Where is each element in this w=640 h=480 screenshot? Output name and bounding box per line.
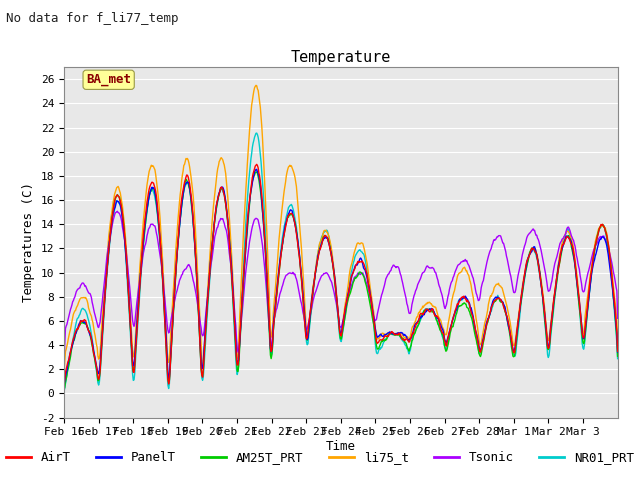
li75_t	[399, 332, 406, 338]
NR01_PRT	[399, 337, 406, 343]
PanelT	[614, 349, 621, 355]
X-axis label: Time: Time	[326, 440, 356, 453]
AM25T_PRT	[125, 298, 132, 303]
Y-axis label: Temperatures (C): Temperatures (C)	[22, 182, 35, 302]
PanelT	[255, 173, 262, 179]
Tsonic	[228, 268, 236, 274]
PanelT	[276, 258, 284, 264]
PanelT	[125, 296, 132, 302]
li75_t	[60, 370, 68, 376]
NR01_PRT	[227, 262, 235, 267]
NR01_PRT	[255, 139, 262, 144]
li75_t	[227, 237, 235, 243]
Tsonic	[126, 284, 134, 290]
AM25T_PRT	[614, 353, 621, 359]
Tsonic	[276, 291, 284, 297]
AM25T_PRT	[227, 255, 235, 261]
PanelT	[429, 308, 437, 314]
AM25T_PRT	[399, 336, 406, 341]
li75_t	[614, 340, 621, 346]
AirT	[125, 298, 132, 303]
li75_t	[255, 93, 262, 99]
AM25T_PRT	[60, 387, 68, 393]
NR01_PRT	[125, 305, 132, 311]
AirT	[253, 161, 260, 167]
Tsonic	[429, 265, 437, 271]
AirT	[255, 170, 262, 176]
NR01_PRT	[614, 356, 621, 361]
Line: li75_t: li75_t	[64, 85, 618, 373]
Line: NR01_PRT: NR01_PRT	[64, 133, 618, 392]
PanelT	[227, 254, 235, 260]
Tsonic	[255, 221, 262, 227]
NR01_PRT	[60, 389, 68, 395]
Tsonic	[399, 279, 406, 285]
Line: AM25T_PRT: AM25T_PRT	[64, 172, 618, 390]
Text: BA_met: BA_met	[86, 73, 131, 86]
Tsonic	[614, 315, 621, 321]
AirT	[614, 348, 621, 354]
Line: AirT: AirT	[64, 164, 618, 385]
Text: No data for f_li77_temp: No data for f_li77_temp	[6, 12, 179, 25]
Line: Tsonic: Tsonic	[64, 211, 618, 362]
li75_t	[252, 83, 260, 88]
Legend: AirT, PanelT, AM25T_PRT, li75_t, Tsonic, NR01_PRT: AirT, PanelT, AM25T_PRT, li75_t, Tsonic,…	[1, 446, 639, 469]
AM25T_PRT	[255, 177, 262, 183]
AirT	[276, 263, 284, 268]
Line: PanelT: PanelT	[64, 169, 618, 386]
PanelT	[399, 330, 406, 336]
AM25T_PRT	[429, 309, 437, 314]
Tsonic	[113, 208, 121, 214]
NR01_PRT	[253, 130, 260, 136]
PanelT	[252, 167, 260, 172]
Tsonic	[60, 360, 68, 365]
AirT	[60, 382, 68, 388]
li75_t	[429, 303, 437, 309]
AirT	[429, 309, 437, 315]
AirT	[227, 258, 235, 264]
PanelT	[60, 383, 68, 389]
AirT	[399, 336, 406, 342]
AM25T_PRT	[276, 262, 284, 268]
NR01_PRT	[276, 259, 284, 264]
AM25T_PRT	[253, 169, 260, 175]
li75_t	[276, 228, 284, 234]
li75_t	[125, 288, 132, 294]
Title: Temperature: Temperature	[291, 49, 391, 65]
NR01_PRT	[429, 309, 437, 314]
